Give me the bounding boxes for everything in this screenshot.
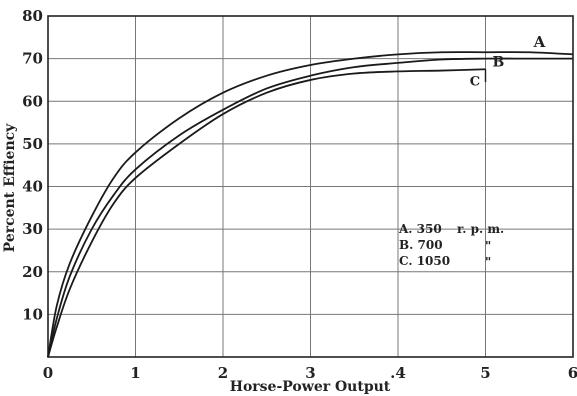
y-tick-label: 50 — [22, 135, 43, 153]
curve-label-b: B — [493, 55, 505, 71]
series-line-c — [47, 68, 486, 358]
x-axis-title: Horse-Power Output — [230, 379, 391, 395]
x-tick-label: 5 — [480, 364, 490, 382]
y-tick-label: 10 — [22, 305, 43, 323]
legend-entry-3: C. 1050 — [399, 254, 450, 268]
legend-entry-1: A. 350 — [398, 222, 442, 236]
y-tick-label: 20 — [22, 263, 43, 281]
series-group: A BC — [47, 33, 574, 358]
legend-value-1: r. p. m. — [457, 222, 504, 236]
curve-label-a: A — [533, 33, 546, 51]
plot-border — [47, 15, 574, 358]
legend-value-3: " — [485, 255, 491, 269]
y-tick-label: 70 — [22, 50, 43, 68]
y-axis-title: Percent Effiency — [2, 123, 18, 252]
x-tick-label: 2 — [218, 364, 228, 382]
series-line-b — [47, 57, 573, 358]
series-line-a — [47, 51, 574, 358]
legend-value-2: " — [485, 239, 491, 253]
y-tick-label: 60 — [22, 92, 43, 110]
y-tick-label: 40 — [22, 178, 43, 196]
grid — [48, 16, 573, 357]
x-tick-label: 0 — [43, 364, 53, 382]
tick-labels: 0 1 2 3 .4 5 6 10 20 30 40 50 60 70 80 — [22, 7, 577, 382]
y-tick-label: 80 — [22, 7, 43, 25]
curve-label-c: C — [470, 74, 480, 89]
x-tick-label: 6 — [568, 364, 577, 382]
x-tick-label: 3 — [305, 364, 315, 382]
x-tick-label: 1 — [130, 364, 140, 382]
x-tick-label: .4 — [390, 364, 406, 382]
legend-entry-2: B. 700 — [399, 238, 443, 252]
plot-frame — [47, 15, 574, 358]
legend: A. 350 r. p. m. B. 700 " C. 1050 " — [398, 222, 504, 269]
y-tick-label: 30 — [22, 220, 43, 238]
